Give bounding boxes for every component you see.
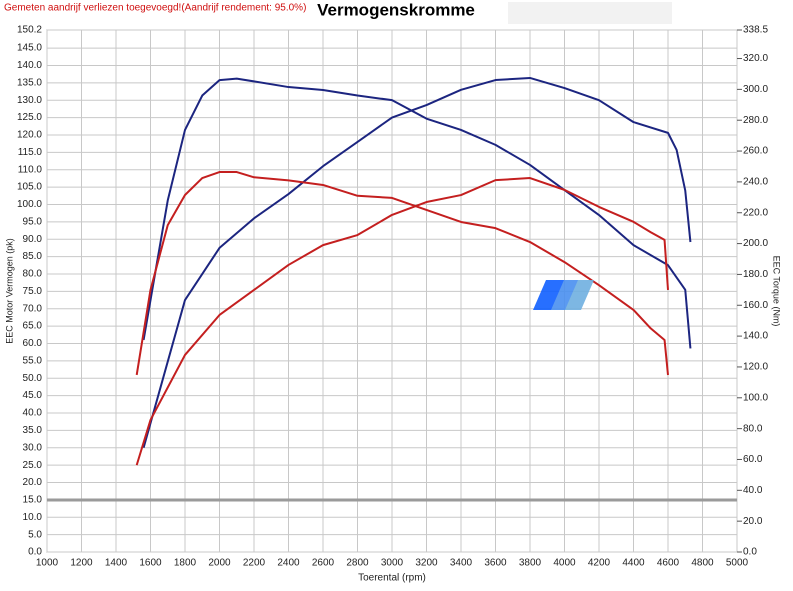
x-tick-label: 3400: [450, 558, 473, 569]
x-tick-label: 2400: [277, 558, 300, 569]
y-tick-label: 130.0: [17, 95, 42, 106]
watermark: [533, 280, 594, 310]
series-line: [135, 177, 669, 466]
y-tick-label: 35.0: [23, 425, 43, 436]
y-tick-label: 60.0: [23, 338, 43, 349]
y-tick-label: 0.0: [28, 547, 42, 558]
marks: [135, 76, 692, 466]
y2-tick-label: 240.0: [743, 177, 768, 188]
y-tick-label: 5.0: [28, 529, 42, 540]
y2-axis-label: EEC Torque (Nm): [772, 256, 782, 327]
y-tick-label: 30.0: [23, 442, 43, 453]
y2-tick-label: 80.0: [743, 423, 763, 434]
x-tick-label: 1400: [105, 558, 128, 569]
y2-tick-label: 20.0: [743, 516, 763, 527]
y2-tick-label: 100.0: [743, 392, 768, 403]
y2-tick-label: 140.0: [743, 331, 768, 342]
y-tick-label: 20.0: [23, 477, 43, 488]
y-tick-label: 85.0: [23, 251, 43, 262]
y-tick-label: 45.0: [23, 390, 43, 401]
y2-tick-label: 0.0: [743, 547, 757, 558]
y-tick-label: 135.0: [17, 77, 42, 88]
x-tick-label: 4600: [657, 558, 680, 569]
y-tick-label: 95.0: [23, 216, 43, 227]
x-tick-label: 4400: [622, 558, 645, 569]
y2-tick-label: 180.0: [743, 269, 768, 280]
series-line: [142, 77, 692, 349]
y-tick-label: 15.0: [23, 495, 43, 506]
y-tick-label: 75.0: [23, 286, 43, 297]
y-tick-label: 80.0: [23, 269, 43, 280]
y-tick-label: 100.0: [17, 199, 42, 210]
y-tick-label: 110.0: [18, 164, 43, 175]
x-tick-label: 4800: [691, 558, 714, 569]
y-tick-label: 140.0: [17, 60, 42, 71]
x-tick-label: 1200: [70, 558, 93, 569]
x-tick-label: 3200: [415, 558, 438, 569]
x-tick-label: 1000: [36, 558, 59, 569]
x-axis-label: Toerental (rpm): [358, 573, 426, 584]
y2-tick-label: 120.0: [743, 362, 768, 373]
y2-tick-label: 338.5: [743, 25, 768, 36]
x-tick-label: 5000: [726, 558, 749, 569]
x-tick-label: 2000: [208, 558, 231, 569]
y2-tick-label: 160.0: [743, 300, 768, 311]
y2-tick-label: 40.0: [743, 485, 763, 496]
y2-tick-label: 320.0: [743, 53, 768, 64]
y-tick-label: 150.2: [17, 25, 42, 36]
x-tick-label: 2200: [243, 558, 266, 569]
y-tick-label: 40.0: [23, 408, 43, 419]
x-tick-label: 1600: [139, 558, 162, 569]
y-tick-label: 70.0: [23, 303, 43, 314]
y2-tick-label: 280.0: [743, 115, 768, 126]
x-tick-label: 2600: [312, 558, 335, 569]
y2-tick-label: 260.0: [743, 146, 768, 157]
y-axis-label: EEC Motor Vermogen (pk): [4, 238, 14, 344]
y2-tick-label: 300.0: [743, 84, 768, 95]
y2-tick-label: 220.0: [743, 207, 768, 218]
title-box: [508, 2, 672, 24]
y-tick-label: 115.0: [18, 147, 43, 158]
series-line: [142, 76, 692, 449]
series-line: [135, 171, 669, 376]
x-tick-label: 2800: [346, 558, 369, 569]
y-tick-label: 120.0: [17, 130, 42, 141]
y-tick-label: 50.0: [23, 373, 43, 384]
y-tick-label: 125.0: [17, 112, 42, 123]
x-tick-label: 4200: [588, 558, 611, 569]
y-tick-label: 10.0: [23, 512, 43, 523]
y-tick-label: 55.0: [23, 355, 43, 366]
x-tick-label: 1800: [174, 558, 197, 569]
y-tick-label: 105.0: [17, 182, 42, 193]
y-tick-label: 145.0: [17, 43, 42, 54]
x-tick-label: 3000: [381, 558, 404, 569]
grid: 1000 1200 1400 1600 1800 2000 2200 2400 2600 2800…: [17, 25, 768, 569]
x-tick-label: 3800: [519, 558, 542, 569]
y2-tick-label: 60.0: [743, 454, 763, 465]
note: Gemeten aandrijf verliezen toegevoegd!(A…: [4, 3, 306, 14]
x-tick-label: 3600: [484, 558, 507, 569]
y-tick-label: 65.0: [23, 321, 43, 332]
chart-title: Vermogenskromme: [317, 0, 475, 19]
y2-tick-label: 200.0: [743, 238, 768, 249]
y-tick-label: 25.0: [23, 460, 43, 471]
x-tick-label: 4000: [553, 558, 576, 569]
y-tick-label: 90.0: [23, 234, 43, 245]
